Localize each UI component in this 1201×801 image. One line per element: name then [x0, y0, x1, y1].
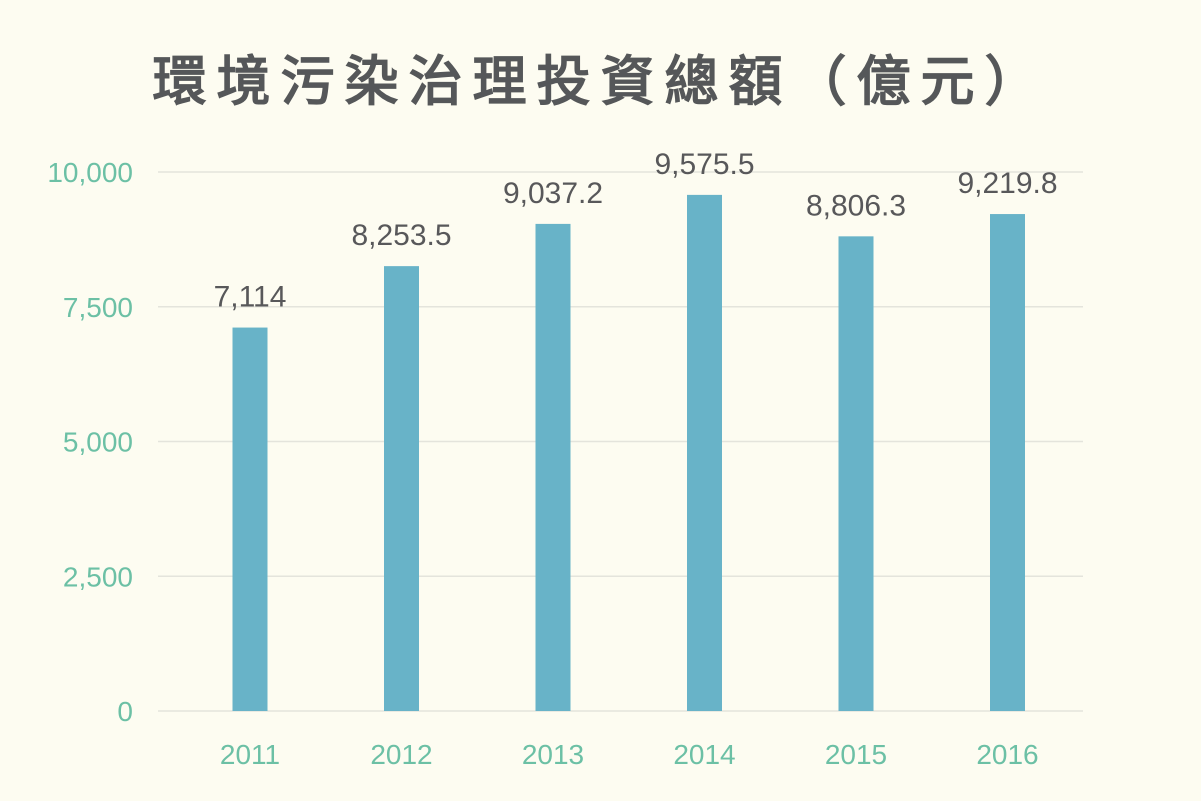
value-label: 9,219.8: [957, 167, 1057, 200]
y-tick-label: 7,500: [63, 292, 133, 323]
x-axis-tick-labels: 2011 2012 2013 2014 2015 2016: [220, 739, 1039, 770]
value-label: 8,253.5: [351, 219, 451, 252]
bar: [535, 223, 571, 712]
value-label: 8,806.3: [806, 189, 906, 222]
x-tick-label: 2016: [976, 739, 1038, 770]
bar: [384, 266, 419, 711]
value-labels: 7,114 8,253.5 9,037.2 9,575.5 8,806.3 9,219.8: [214, 148, 1058, 314]
x-tick-label: 2015: [825, 739, 887, 770]
y-axis-tick-labels: 0 2,500 5,000 7,500 10,000: [47, 157, 133, 727]
gridlines: [158, 171, 1083, 712]
y-tick-label: 2,500: [63, 561, 133, 592]
x-tick-label: 2012: [370, 739, 432, 770]
value-label: 9,575.5: [654, 148, 754, 181]
bars: [232, 194, 1025, 712]
x-tick-label: 2014: [673, 739, 735, 770]
bar: [232, 327, 268, 711]
chart-title: 環境污染治理投資總額（億元）: [152, 50, 1049, 113]
bar: [990, 214, 1025, 711]
y-tick-label: 10,000: [47, 157, 133, 188]
x-tick-label: 2011: [220, 739, 280, 770]
x-tick-label: 2013: [522, 739, 584, 770]
value-label: 9,037.2: [503, 177, 603, 210]
bar: [838, 236, 874, 711]
y-tick-label: 5,000: [63, 427, 133, 458]
bar: [687, 194, 722, 711]
y-tick-label: 0: [117, 696, 133, 727]
value-label: 7,114: [214, 281, 287, 314]
